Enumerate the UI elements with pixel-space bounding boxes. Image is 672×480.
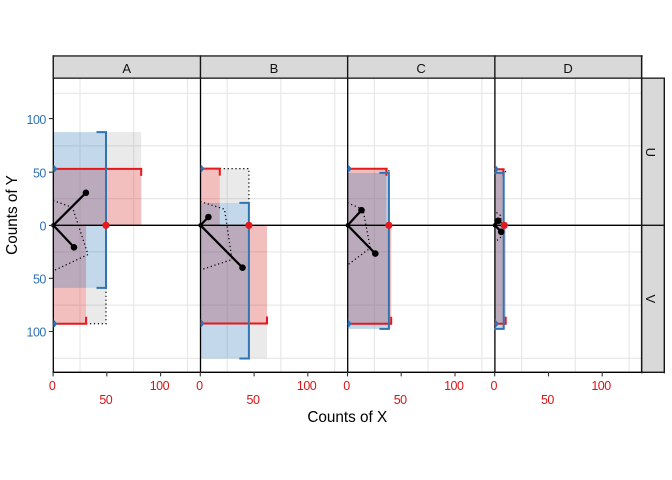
svg-text:50: 50	[99, 393, 112, 407]
svg-text:100: 100	[27, 113, 47, 127]
svg-text:50: 50	[541, 393, 554, 407]
svg-text:C: C	[416, 61, 425, 76]
svg-text:50: 50	[394, 393, 407, 407]
svg-text:Counts of X: Counts of X	[307, 409, 387, 426]
svg-text:0: 0	[490, 379, 497, 393]
svg-text:100: 100	[150, 379, 170, 393]
svg-text:U: U	[643, 148, 658, 157]
svg-text:50: 50	[247, 393, 260, 407]
svg-text:0: 0	[49, 379, 56, 393]
svg-text:D: D	[563, 61, 572, 76]
svg-text:V: V	[643, 295, 658, 304]
svg-text:0: 0	[343, 379, 350, 393]
svg-text:100: 100	[444, 379, 464, 393]
svg-text:A: A	[122, 61, 131, 76]
svg-text:B: B	[270, 61, 279, 76]
svg-text:Counts of Y: Counts of Y	[4, 175, 21, 255]
svg-text:100: 100	[591, 379, 611, 393]
svg-text:100: 100	[297, 379, 317, 393]
svg-text:50: 50	[33, 166, 46, 180]
svg-text:0: 0	[196, 379, 203, 393]
svg-text:0: 0	[39, 220, 46, 234]
svg-text:100: 100	[27, 326, 47, 340]
svg-text:50: 50	[33, 273, 46, 287]
